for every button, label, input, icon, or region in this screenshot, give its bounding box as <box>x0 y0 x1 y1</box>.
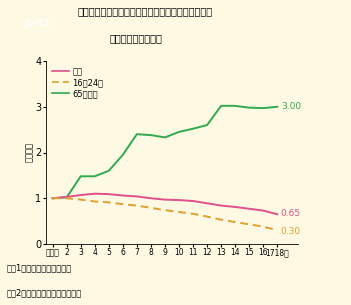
Text: 0.65: 0.65 <box>281 209 301 218</box>
Text: 自動車（第１当事者）運転者の若者・高齢者別死亡: 自動車（第１当事者）運転者の若者・高齢者別死亡 <box>77 6 212 16</box>
Y-axis label: （指数）: （指数） <box>25 142 34 163</box>
Text: 第1-32図: 第1-32図 <box>22 18 55 27</box>
Text: 0.30: 0.30 <box>281 227 301 236</box>
Text: 事故発生件数の推移: 事故発生件数の推移 <box>109 33 162 43</box>
Text: 3.00: 3.00 <box>281 102 301 111</box>
Text: 注　1　警察庁資料による。: 注 1 警察庁資料による。 <box>7 264 72 273</box>
Text: 2　平成元年を１とした指数: 2 平成元年を１とした指数 <box>7 288 82 297</box>
Legend: 総数, 16～24歳, 65歳以上: 総数, 16～24歳, 65歳以上 <box>52 67 104 98</box>
